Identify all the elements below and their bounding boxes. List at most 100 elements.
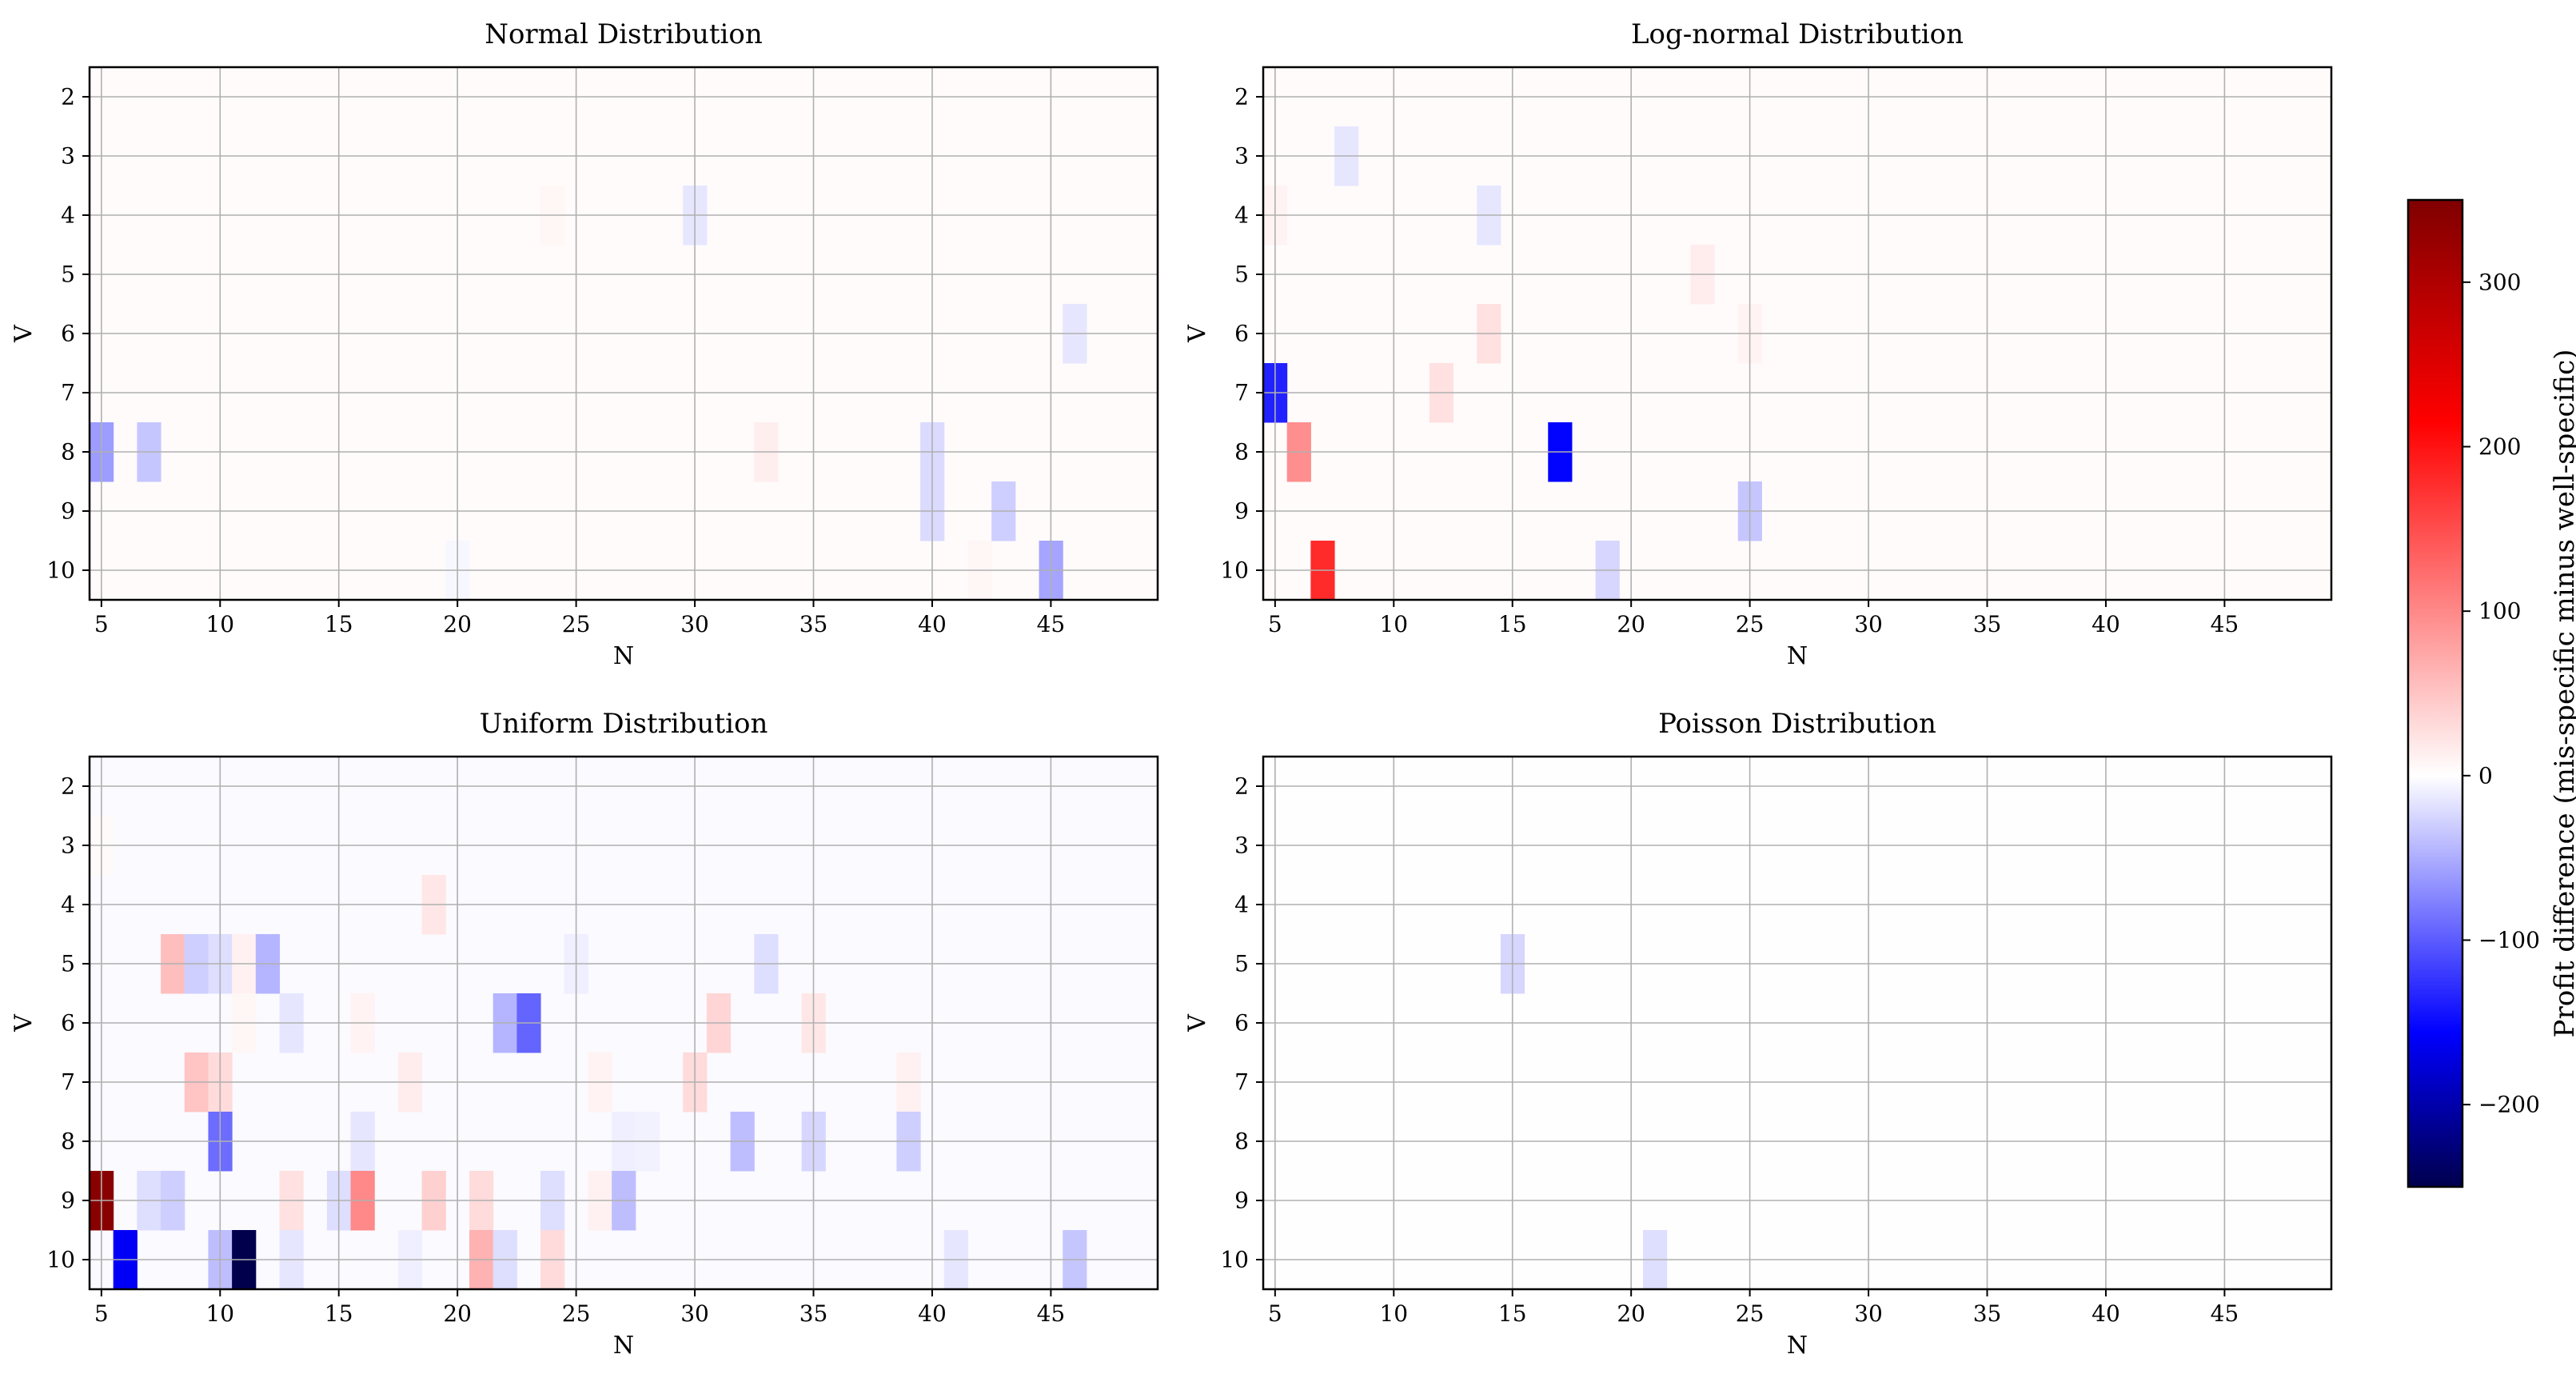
x-tick-label: 35 bbox=[1973, 611, 2002, 637]
y-tick-label: 9 bbox=[1234, 1188, 1249, 1214]
x-axis-label: N bbox=[1787, 642, 1808, 670]
x-tick-label: 10 bbox=[1379, 1300, 1408, 1327]
y-tick-label: 2 bbox=[1234, 773, 1249, 800]
y-tick-label: 6 bbox=[61, 321, 75, 347]
x-tick-label: 5 bbox=[1268, 1300, 1282, 1327]
gridlines bbox=[1263, 67, 2331, 600]
y-tick-label: 9 bbox=[1234, 498, 1249, 525]
x-tick-label: 45 bbox=[2211, 1300, 2239, 1327]
y-axis-label: V bbox=[1184, 1013, 1212, 1033]
x-tick-label: 5 bbox=[1268, 611, 1282, 637]
x-tick-label: 45 bbox=[1037, 611, 1066, 637]
y-tick-label: 10 bbox=[1220, 1247, 1249, 1273]
panel-title: Log-normal Distribution bbox=[1631, 18, 1964, 50]
x-tick-label: 35 bbox=[800, 1300, 828, 1327]
y-tick-label: 8 bbox=[1234, 1128, 1249, 1155]
y-axis-label: V bbox=[1184, 324, 1212, 343]
colorbar-tick-label: −100 bbox=[2478, 927, 2540, 953]
y-tick-label: 3 bbox=[61, 833, 75, 859]
y-tick-label: 7 bbox=[1234, 380, 1249, 406]
y-tick-label: 3 bbox=[1234, 143, 1249, 170]
x-tick-label: 40 bbox=[918, 1300, 947, 1327]
x-tick-label: 35 bbox=[1973, 1300, 2002, 1327]
x-tick-label: 25 bbox=[1736, 611, 1765, 637]
y-tick-label: 7 bbox=[61, 1069, 75, 1096]
y-tick-label: 6 bbox=[61, 1010, 75, 1036]
x-tick-label: 20 bbox=[443, 1300, 472, 1327]
y-axis-label: V bbox=[10, 1013, 38, 1033]
gridlines bbox=[90, 67, 1158, 600]
x-axis-label: N bbox=[613, 1332, 634, 1360]
colorbar-tick-label: 200 bbox=[2478, 433, 2521, 460]
x-tick-label: 20 bbox=[1617, 611, 1645, 637]
x-tick-label: 25 bbox=[562, 1300, 591, 1327]
y-tick-label: 6 bbox=[1234, 1010, 1249, 1036]
y-tick-label: 4 bbox=[1234, 892, 1249, 918]
y-tick-label: 4 bbox=[61, 892, 75, 918]
x-tick-label: 15 bbox=[1498, 1300, 1527, 1327]
y-tick-label: 5 bbox=[61, 951, 75, 977]
panel-title: Poisson Distribution bbox=[1658, 708, 1936, 740]
x-tick-label: 20 bbox=[443, 611, 472, 637]
colorbar-tick-label: 300 bbox=[2478, 269, 2521, 295]
x-tick-label: 30 bbox=[680, 611, 709, 637]
x-tick-label: 35 bbox=[800, 611, 828, 637]
x-tick-label: 10 bbox=[205, 1300, 234, 1327]
colorbar-label: Profit difference (mis-specific minus we… bbox=[2549, 349, 2576, 1038]
x-tick-label: 15 bbox=[325, 1300, 353, 1327]
panel-title: Uniform Distribution bbox=[480, 708, 768, 740]
gridlines bbox=[1263, 757, 2331, 1289]
x-tick-label: 5 bbox=[94, 1300, 109, 1327]
colorbar-gradient bbox=[2407, 198, 2464, 1188]
y-tick-label: 7 bbox=[1234, 1069, 1249, 1096]
y-tick-label: 10 bbox=[46, 1247, 75, 1273]
colorbar: −200 −100 0 100 200 300 Profit difference (mi… bbox=[2407, 198, 2576, 1188]
y-tick-label: 8 bbox=[61, 439, 75, 465]
x-tick-label: 15 bbox=[1498, 611, 1527, 637]
x-tick-label: 30 bbox=[680, 1300, 709, 1327]
x-tick-label: 45 bbox=[1037, 1300, 1066, 1327]
colorbar-ticks: −200 −100 0 100 200 300 bbox=[2462, 269, 2540, 1118]
y-tick-label: 5 bbox=[1234, 951, 1249, 977]
y-tick-label: 10 bbox=[1220, 557, 1249, 584]
x-tick-label: 25 bbox=[1736, 1300, 1765, 1327]
y-tick-label: 7 bbox=[61, 380, 75, 406]
x-tick-label: 25 bbox=[562, 611, 591, 637]
x-tick-label: 5 bbox=[94, 611, 109, 637]
y-tick-label: 2 bbox=[1234, 84, 1249, 110]
y-tick-label: 8 bbox=[1234, 439, 1249, 465]
x-tick-label: 40 bbox=[918, 611, 947, 637]
colorbar-tick-label: 100 bbox=[2478, 598, 2521, 625]
x-tick-label: 15 bbox=[325, 611, 353, 637]
x-axis-label: N bbox=[613, 642, 634, 670]
y-tick-label: 3 bbox=[61, 143, 75, 170]
y-tick-label: 9 bbox=[61, 1188, 75, 1214]
y-tick-label: 2 bbox=[61, 773, 75, 800]
y-tick-label: 9 bbox=[61, 498, 75, 525]
y-tick-label: 8 bbox=[61, 1128, 75, 1155]
x-tick-label: 10 bbox=[1379, 611, 1408, 637]
y-tick-label: 5 bbox=[61, 262, 75, 288]
x-tick-label: 30 bbox=[1854, 611, 1883, 637]
panel-title: Normal Distribution bbox=[484, 18, 763, 50]
x-tick-label: 45 bbox=[2211, 611, 2239, 637]
y-tick-label: 6 bbox=[1234, 321, 1249, 347]
y-tick-label: 10 bbox=[46, 557, 75, 584]
y-tick-label: 4 bbox=[1234, 202, 1249, 229]
y-axis-label: V bbox=[10, 324, 38, 343]
colorbar-tick-label: 0 bbox=[2478, 762, 2493, 789]
x-tick-label: 10 bbox=[205, 611, 234, 637]
y-tick-label: 2 bbox=[61, 84, 75, 110]
x-tick-label: 30 bbox=[1854, 1300, 1883, 1327]
x-tick-label: 20 bbox=[1617, 1300, 1645, 1327]
colorbar-tick-label: −200 bbox=[2478, 1092, 2540, 1118]
x-tick-label: 40 bbox=[2092, 1300, 2120, 1327]
gridlines bbox=[90, 757, 1158, 1289]
x-axis-label: N bbox=[1787, 1332, 1808, 1360]
